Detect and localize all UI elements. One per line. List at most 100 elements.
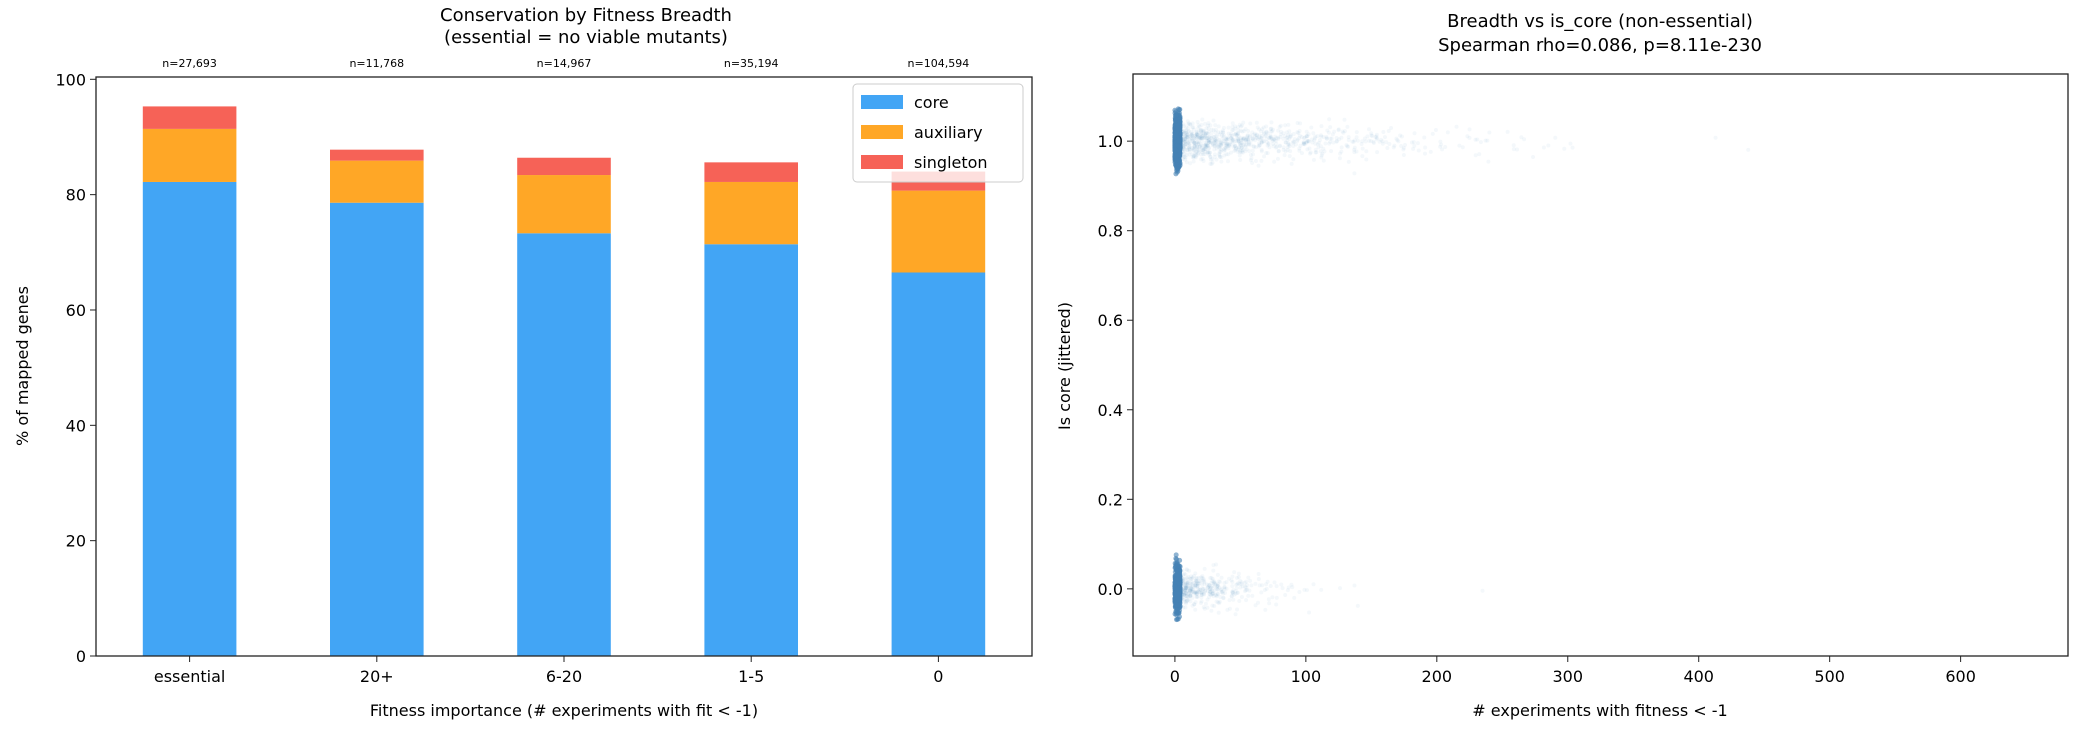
- scatter-point: [1174, 153, 1180, 159]
- scatter-point: [1248, 142, 1253, 147]
- scatter-point: [1222, 148, 1227, 153]
- scatter-point: [1245, 587, 1250, 592]
- scatter-point: [1252, 144, 1257, 149]
- scatter-point: [1234, 131, 1239, 136]
- scatter-point: [1197, 587, 1201, 592]
- scatter-point: [1230, 584, 1235, 589]
- scatter-point: [1210, 591, 1215, 596]
- scatter-point: [1194, 136, 1199, 141]
- scatter-point: [1240, 136, 1245, 141]
- scatter-point: [1191, 125, 1196, 130]
- scatter-point: [1226, 131, 1231, 136]
- scatter-point: [1239, 150, 1244, 155]
- scatter-point: [1241, 136, 1246, 141]
- scatter-point: [1190, 121, 1195, 126]
- scatter-point: [1182, 134, 1187, 139]
- scatter-point: [1197, 579, 1202, 584]
- scatter-point: [1192, 585, 1197, 590]
- scatter-point: [1301, 140, 1306, 145]
- scatter-point: [1183, 137, 1188, 142]
- scatter-point: [1200, 582, 1205, 587]
- scatter-point: [1212, 140, 1217, 145]
- scatter-point: [1194, 594, 1199, 599]
- x-tick-label: 400: [1683, 667, 1714, 686]
- scatter-point: [1285, 133, 1290, 138]
- x-tick-label: 1-5: [738, 667, 764, 686]
- scatter-point: [1230, 128, 1235, 133]
- scatter-point: [1265, 131, 1270, 136]
- scatter-point: [1401, 147, 1406, 152]
- scatter-point: [1411, 146, 1416, 151]
- scatter-point: [1234, 139, 1239, 144]
- scatter-point: [1175, 166, 1181, 172]
- scatter-point: [1211, 585, 1216, 590]
- scatter-point: [1237, 153, 1242, 158]
- scatter-point: [1283, 149, 1288, 154]
- scatter-point: [1187, 588, 1192, 593]
- scatter-point: [1278, 132, 1283, 137]
- scatter-point: [1183, 586, 1188, 591]
- scatter-point: [1183, 591, 1188, 596]
- scatter-point: [1172, 147, 1178, 153]
- scatter-point: [1334, 139, 1339, 144]
- scatter-point: [1230, 590, 1235, 595]
- scatter-point: [1216, 130, 1221, 135]
- scatter-point: [1570, 145, 1575, 150]
- scatter-point: [1222, 139, 1227, 144]
- scatter-point: [1454, 124, 1459, 129]
- scatter-point: [1256, 141, 1261, 146]
- scatter-point: [1399, 143, 1404, 148]
- scatter-point: [1302, 135, 1307, 140]
- bar-auxiliary-6-20: [517, 175, 611, 234]
- scatter-point: [1267, 601, 1272, 606]
- scatter-point: [1181, 134, 1186, 139]
- scatter-point: [1220, 130, 1225, 135]
- scatter-point: [1206, 138, 1211, 143]
- scatter-point: [1240, 123, 1245, 128]
- scatter-point: [1324, 136, 1329, 141]
- scatter-point: [1236, 575, 1241, 580]
- scatter-point: [1175, 586, 1181, 592]
- scatter-point: [1302, 142, 1307, 147]
- scatter-point: [1187, 145, 1192, 150]
- scatter-point: [1374, 137, 1379, 142]
- scatter-point: [1194, 131, 1199, 136]
- scatter-point: [1181, 577, 1186, 582]
- scatter-point: [1336, 128, 1341, 133]
- scatter-point: [1398, 133, 1403, 138]
- y-tick-label: 60: [66, 301, 86, 320]
- scatter-point: [1191, 155, 1196, 160]
- scatter-point: [1319, 124, 1324, 129]
- scatter-point: [1190, 576, 1195, 581]
- scatter-point: [1374, 132, 1379, 137]
- scatter-point: [1253, 145, 1258, 150]
- scatter-point: [1272, 138, 1277, 143]
- scatter-point: [1187, 590, 1192, 595]
- y-tick-label: 1.0: [1098, 132, 1123, 151]
- scatter-point: [1305, 134, 1310, 139]
- scatter-point: [1195, 145, 1200, 150]
- scatter-point: [1206, 140, 1211, 145]
- scatter-point: [1181, 592, 1186, 597]
- scatter-point: [1233, 124, 1238, 129]
- x-tick-label: 0: [1170, 667, 1180, 686]
- scatter-point: [1192, 140, 1197, 145]
- scatter-point: [1220, 589, 1225, 594]
- scatter-point: [1411, 140, 1416, 145]
- scatter-point: [1209, 127, 1214, 132]
- scatter-point: [1214, 599, 1219, 604]
- x-tick-label: 6-20: [546, 667, 582, 686]
- scatter-point: [1219, 589, 1224, 594]
- scatter-point: [1217, 132, 1222, 137]
- scatter-point: [1322, 149, 1327, 154]
- scatter-point: [1511, 147, 1516, 152]
- scatter-point: [1216, 124, 1221, 129]
- scatter-point: [1230, 137, 1235, 142]
- scatter-point: [1204, 143, 1209, 148]
- scatter-point: [1308, 150, 1313, 155]
- bar-singleton-20+: [330, 149, 424, 161]
- scatter-point: [1196, 581, 1201, 586]
- scatter-point: [1259, 590, 1264, 595]
- scatter-point: [1317, 138, 1322, 143]
- scatter-point: [1245, 133, 1250, 138]
